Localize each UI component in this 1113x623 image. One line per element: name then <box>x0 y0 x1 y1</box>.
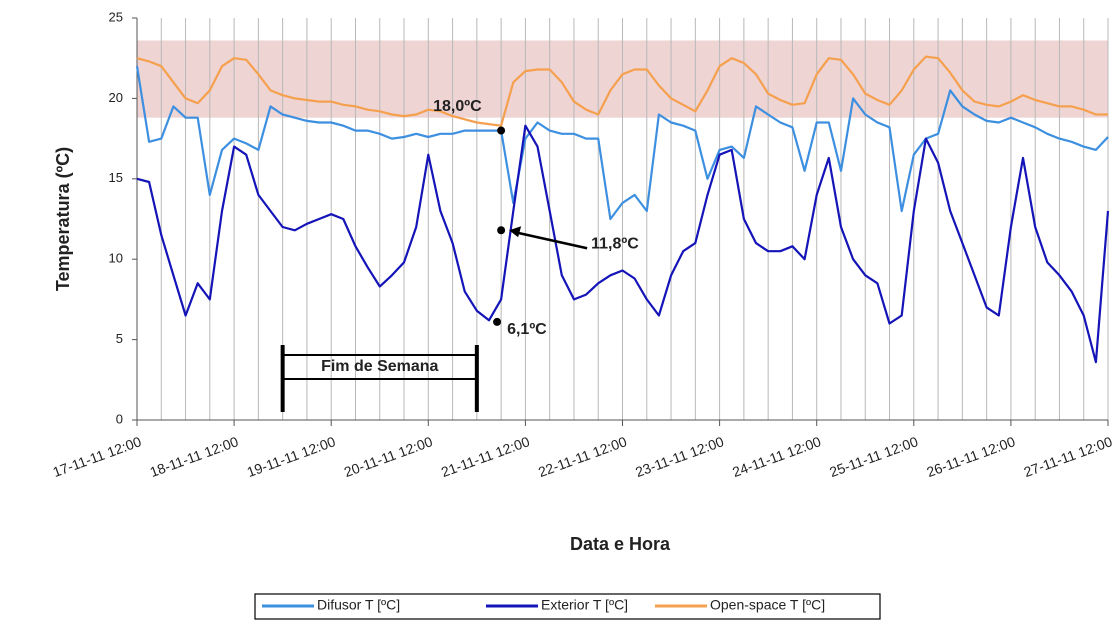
y-tick-label: 20 <box>109 90 123 105</box>
legend-label: Difusor T [ºC] <box>317 597 400 613</box>
annotation-arrow <box>514 231 588 250</box>
legend-box <box>254 593 881 620</box>
x-tick-label: 26-11-11 12:00 <box>924 433 1017 480</box>
y-tick-label: 15 <box>109 170 123 185</box>
annotation-point <box>497 126 506 135</box>
x-axis-title: Data e Hora <box>570 534 671 554</box>
weekend-label: Fim de Semana <box>321 358 438 375</box>
x-tick-label: 20-11-11 12:00 <box>342 433 435 480</box>
y-axis-title: Temperatura (ºC) <box>53 147 73 291</box>
y-tick-label: 5 <box>116 331 123 346</box>
x-tick-label: 21-11-11 12:00 <box>439 433 532 480</box>
x-tick-label: 17-11-11 12:00 <box>51 433 144 480</box>
series-line <box>136 124 1110 364</box>
x-tick-label: 25-11-11 12:00 <box>827 433 920 480</box>
series-line <box>135 66 1109 221</box>
x-tick-label: 24-11-11 12:00 <box>730 433 823 480</box>
annotation-arrowhead <box>509 226 522 238</box>
series-line <box>136 55 1108 127</box>
annotation-label: 18,0ºC <box>433 98 482 115</box>
annotation-label: 6,1ºC <box>507 321 547 338</box>
annotation-point <box>493 317 502 326</box>
x-tick-label: 22-11-11 12:00 <box>536 433 629 480</box>
y-tick-label: 0 <box>116 411 123 426</box>
annotation-point <box>497 226 506 235</box>
y-tick-label: 25 <box>109 9 123 24</box>
legend-label: Exterior T [ºC] <box>541 597 628 613</box>
x-tick-label: 19-11-11 12:00 <box>245 433 338 480</box>
x-tick-label: 27-11-11 12:00 <box>1022 433 1113 480</box>
x-tick-label: 18-11-11 12:00 <box>148 433 241 480</box>
y-tick-label: 10 <box>109 251 123 266</box>
x-tick-label: 23-11-11 12:00 <box>633 433 726 480</box>
legend-label: Open-space T [ºC] <box>710 597 825 613</box>
annotation-label: 11,8ºC <box>591 235 639 252</box>
